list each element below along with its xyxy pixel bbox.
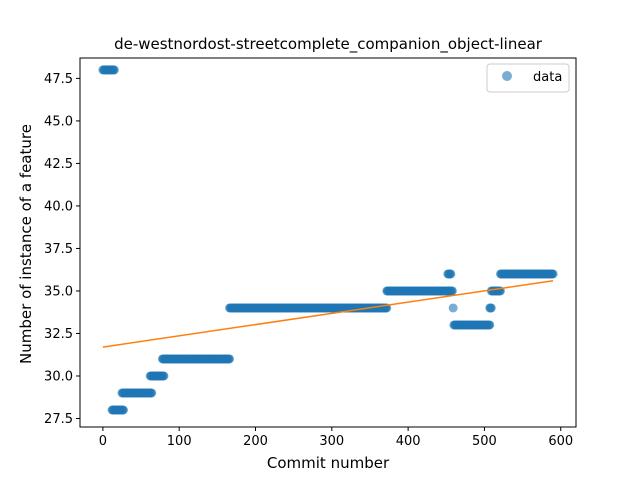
data-point bbox=[109, 65, 119, 75]
y-tick-label: 32.5 bbox=[44, 327, 73, 342]
chart-title: de-westnordost-streetcomplete_companion_… bbox=[114, 35, 543, 54]
fit-line bbox=[102, 280, 554, 348]
data-point bbox=[147, 388, 157, 398]
data-point bbox=[485, 320, 495, 330]
y-axis-ticks: 27.5 30.0 32.5 35.0 37.5 40.0 42.5 45.0 47.5 bbox=[44, 72, 80, 427]
x-tick-label: 300 bbox=[319, 434, 344, 449]
y-tick-label: 40.0 bbox=[44, 199, 73, 214]
y-tick-label: 37.5 bbox=[44, 242, 73, 257]
scatter-series bbox=[98, 65, 558, 415]
y-tick-label: 47.5 bbox=[44, 72, 73, 87]
y-tick-label: 30.0 bbox=[44, 369, 73, 384]
y-tick-label: 42.5 bbox=[44, 157, 73, 172]
x-axis-label: Commit number bbox=[267, 454, 390, 472]
data-point bbox=[448, 303, 458, 313]
x-tick-label: 600 bbox=[548, 434, 573, 449]
y-tick-label: 35.0 bbox=[44, 284, 73, 299]
x-tick-label: 200 bbox=[243, 434, 268, 449]
y-tick-label: 27.5 bbox=[44, 412, 73, 427]
legend-label: data bbox=[533, 70, 562, 85]
x-tick-label: 400 bbox=[396, 434, 421, 449]
data-point bbox=[446, 269, 456, 279]
x-tick-label: 100 bbox=[167, 434, 192, 449]
data-point bbox=[447, 286, 457, 296]
legend-box bbox=[486, 63, 570, 93]
y-axis-label: Number of instance of a feature bbox=[17, 124, 35, 364]
legend: data bbox=[486, 63, 570, 93]
data-point bbox=[486, 303, 496, 313]
y-tick-label: 45.0 bbox=[44, 114, 73, 129]
x-axis-ticks: 0 100 200 300 400 500 600 bbox=[99, 427, 573, 449]
x-tick-label: 0 bbox=[99, 434, 107, 449]
x-tick-label: 500 bbox=[472, 434, 497, 449]
fit-line-series bbox=[102, 280, 554, 348]
data-point bbox=[159, 371, 169, 381]
axes-frame bbox=[79, 57, 577, 428]
data-point bbox=[119, 405, 128, 415]
plot-area bbox=[98, 65, 558, 415]
legend-marker bbox=[502, 71, 512, 81]
data-point bbox=[225, 354, 235, 364]
data-point bbox=[548, 269, 558, 279]
